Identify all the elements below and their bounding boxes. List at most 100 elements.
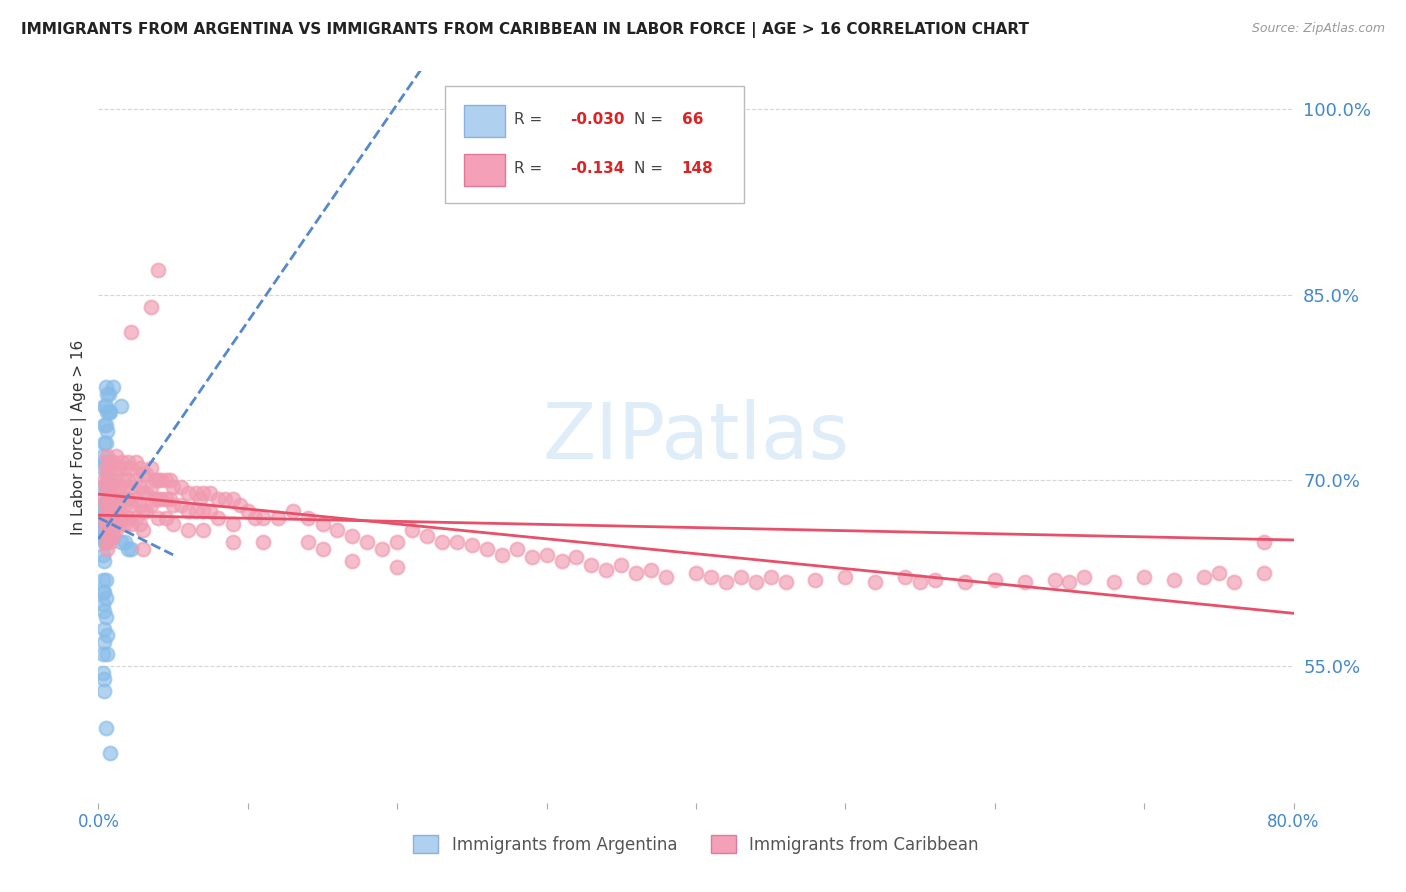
- Point: [385, 560, 409, 574]
- Point: [91, 585, 114, 599]
- Point: [114, 461, 136, 475]
- Point: [520, 550, 543, 565]
- Point: [94, 535, 117, 549]
- Text: 148: 148: [682, 161, 713, 176]
- Point: [93, 474, 115, 488]
- Point: [97, 386, 120, 401]
- Point: [91, 548, 114, 562]
- Text: IMMIGRANTS FROM ARGENTINA VS IMMIGRANTS FROM CARIBBEAN IN LABOR FORCE | AGE > 16: IMMIGRANTS FROM ARGENTINA VS IMMIGRANTS …: [21, 22, 1029, 38]
- Point: [139, 300, 162, 314]
- Point: [177, 523, 200, 537]
- Point: [94, 610, 117, 624]
- Point: [98, 486, 122, 500]
- Point: [162, 498, 184, 512]
- Text: -0.134: -0.134: [571, 161, 624, 176]
- Point: [94, 399, 117, 413]
- Point: [1253, 566, 1275, 581]
- FancyBboxPatch shape: [464, 105, 505, 137]
- Point: [94, 591, 117, 606]
- Point: [94, 498, 117, 512]
- Point: [730, 570, 752, 584]
- Point: [155, 510, 177, 524]
- Point: [114, 535, 136, 549]
- Point: [97, 474, 120, 488]
- Point: [117, 510, 139, 524]
- Point: [91, 598, 114, 612]
- Point: [93, 455, 115, 469]
- Point: [103, 529, 125, 543]
- Point: [120, 498, 142, 512]
- Point: [229, 498, 252, 512]
- Point: [129, 498, 152, 512]
- Point: [98, 480, 122, 494]
- Point: [96, 491, 118, 506]
- Point: [155, 491, 177, 506]
- Point: [120, 480, 142, 494]
- Point: [97, 474, 120, 488]
- Point: [1208, 566, 1230, 581]
- Point: [143, 491, 166, 506]
- Point: [297, 535, 319, 549]
- Point: [93, 684, 115, 698]
- Point: [191, 504, 214, 518]
- Point: [132, 467, 155, 482]
- Point: [342, 529, 364, 543]
- Point: [94, 461, 117, 475]
- Point: [1163, 573, 1185, 587]
- Point: [98, 504, 122, 518]
- Text: N =: N =: [634, 112, 668, 128]
- Point: [96, 405, 118, 419]
- Point: [96, 449, 118, 463]
- Point: [98, 498, 122, 512]
- Point: [117, 474, 139, 488]
- Point: [536, 548, 558, 562]
- Text: ZIPatlas: ZIPatlas: [543, 399, 849, 475]
- Point: [98, 461, 122, 475]
- Point: [132, 504, 155, 518]
- Point: [222, 516, 245, 531]
- Point: [120, 516, 142, 531]
- Point: [93, 604, 115, 618]
- Point: [297, 510, 319, 524]
- Point: [132, 486, 155, 500]
- Point: [97, 491, 120, 506]
- Point: [93, 516, 115, 531]
- Text: R =: R =: [515, 112, 547, 128]
- Point: [610, 558, 633, 572]
- Point: [1223, 575, 1246, 590]
- Point: [105, 467, 128, 482]
- Point: [91, 461, 114, 475]
- Point: [97, 405, 120, 419]
- Point: [94, 498, 117, 512]
- Point: [96, 647, 118, 661]
- Text: Source: ZipAtlas.com: Source: ZipAtlas.com: [1251, 22, 1385, 36]
- Point: [110, 399, 132, 413]
- Point: [252, 510, 274, 524]
- Point: [98, 405, 122, 419]
- Point: [129, 480, 152, 494]
- Point: [143, 474, 166, 488]
- Point: [491, 548, 513, 562]
- Point: [125, 491, 148, 506]
- Point: [111, 455, 134, 469]
- Point: [91, 573, 114, 587]
- Point: [416, 529, 439, 543]
- Point: [252, 535, 274, 549]
- Point: [177, 486, 200, 500]
- Point: [1043, 573, 1066, 587]
- Point: [117, 455, 139, 469]
- Point: [91, 647, 114, 661]
- Point: [120, 461, 142, 475]
- Point: [93, 498, 115, 512]
- Point: [103, 380, 125, 394]
- Point: [191, 486, 214, 500]
- Point: [775, 575, 797, 590]
- Point: [148, 510, 170, 524]
- Legend: Immigrants from Argentina, Immigrants from Caribbean: Immigrants from Argentina, Immigrants fr…: [406, 829, 986, 860]
- Point: [114, 498, 136, 512]
- Point: [150, 474, 173, 488]
- Point: [93, 399, 115, 413]
- Point: [96, 486, 118, 500]
- Point: [207, 491, 229, 506]
- Point: [93, 436, 115, 450]
